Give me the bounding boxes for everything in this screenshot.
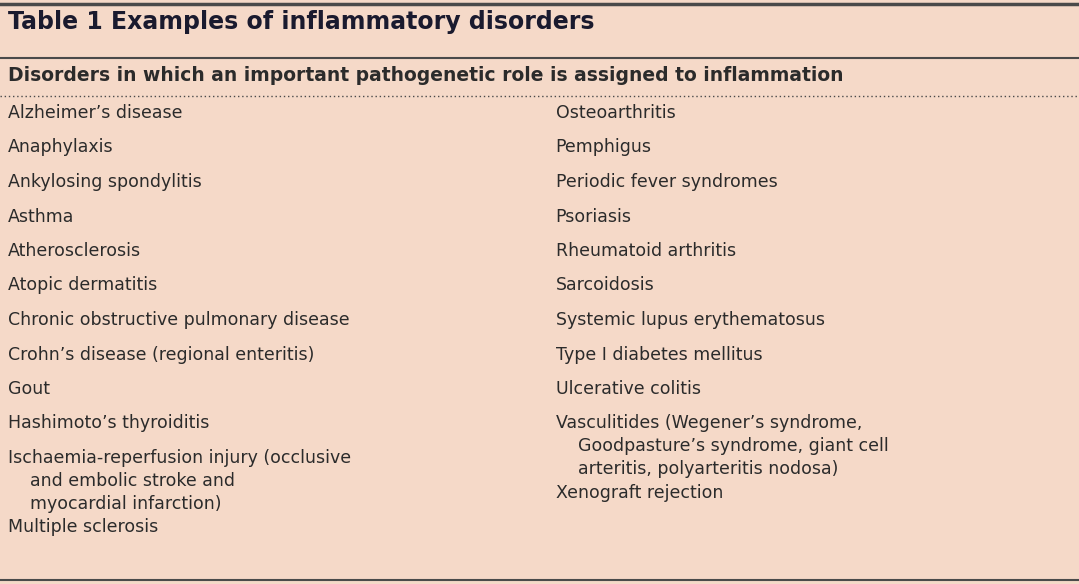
Text: Crohn’s disease (regional enteritis): Crohn’s disease (regional enteritis) — [8, 346, 314, 363]
Text: Ischaemia-reperfusion injury (occlusive
    and embolic stroke and
    myocardia: Ischaemia-reperfusion injury (occlusive … — [8, 449, 351, 513]
Text: Hashimoto’s thyroiditis: Hashimoto’s thyroiditis — [8, 415, 209, 433]
Text: Periodic fever syndromes: Periodic fever syndromes — [556, 173, 778, 191]
Text: Alzheimer’s disease: Alzheimer’s disease — [8, 104, 182, 122]
Text: Atherosclerosis: Atherosclerosis — [8, 242, 141, 260]
Text: Systemic lupus erythematosus: Systemic lupus erythematosus — [556, 311, 824, 329]
Text: Type I diabetes mellitus: Type I diabetes mellitus — [556, 346, 762, 363]
Text: Rheumatoid arthritis: Rheumatoid arthritis — [556, 242, 736, 260]
Text: Osteoarthritis: Osteoarthritis — [556, 104, 675, 122]
Text: Disorders in which an important pathogenetic role is assigned to inflammation: Disorders in which an important pathogen… — [8, 66, 844, 85]
Text: Psoriasis: Psoriasis — [556, 207, 631, 225]
Text: Anaphylaxis: Anaphylaxis — [8, 138, 113, 157]
Text: Vasculitides (Wegener’s syndrome,
    Goodpasture’s syndrome, giant cell
    art: Vasculitides (Wegener’s syndrome, Goodpa… — [556, 415, 888, 478]
Text: Asthma: Asthma — [8, 207, 74, 225]
Text: Multiple sclerosis: Multiple sclerosis — [8, 519, 159, 537]
Text: Sarcoidosis: Sarcoidosis — [556, 276, 655, 294]
Text: Xenograft rejection: Xenograft rejection — [556, 484, 723, 502]
Text: Ulcerative colitis: Ulcerative colitis — [556, 380, 700, 398]
Text: Pemphigus: Pemphigus — [556, 138, 652, 157]
Text: Chronic obstructive pulmonary disease: Chronic obstructive pulmonary disease — [8, 311, 350, 329]
Text: Atopic dermatitis: Atopic dermatitis — [8, 276, 158, 294]
Text: Gout: Gout — [8, 380, 50, 398]
Text: Ankylosing spondylitis: Ankylosing spondylitis — [8, 173, 202, 191]
Text: Table 1 Examples of inflammatory disorders: Table 1 Examples of inflammatory disorde… — [8, 10, 595, 34]
